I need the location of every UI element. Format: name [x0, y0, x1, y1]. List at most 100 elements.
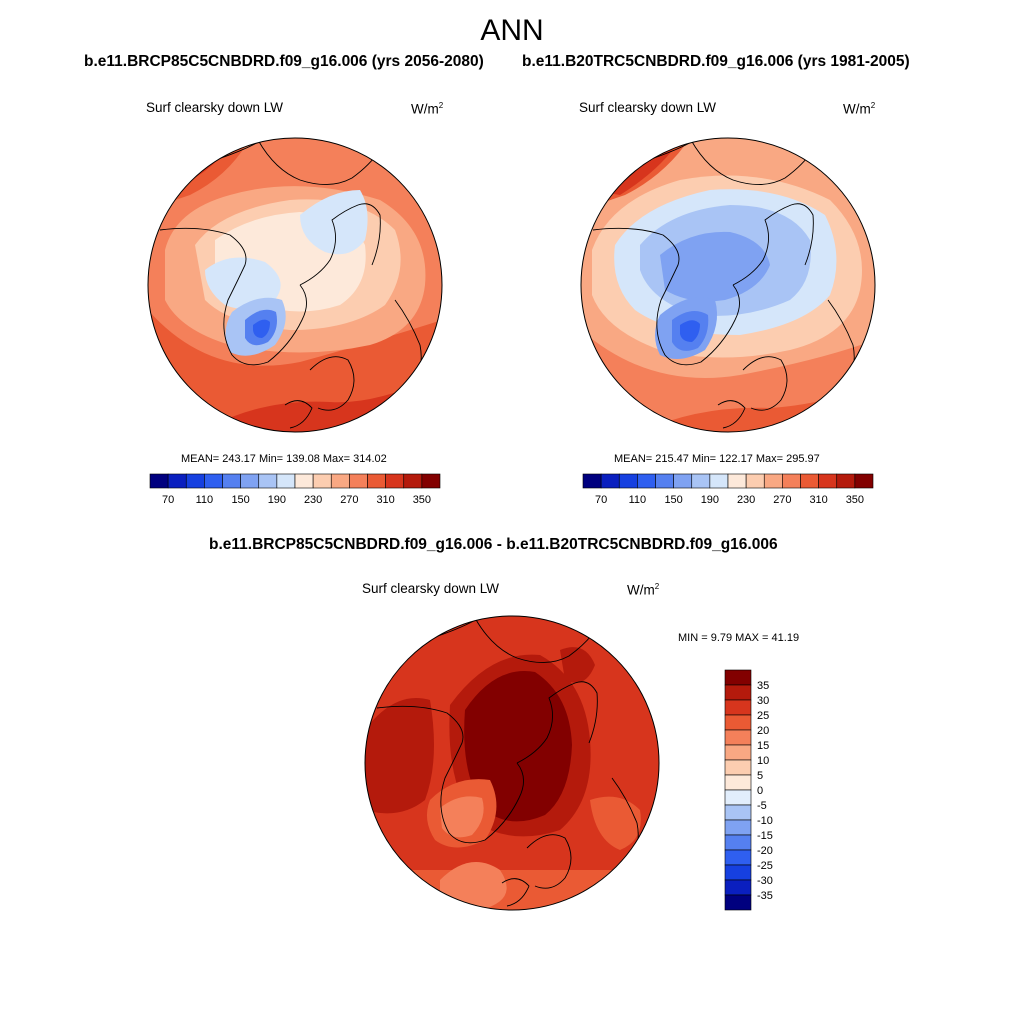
panel3-colorbar-swatch: [724, 789, 752, 806]
panel2-colorbar-swatch: [637, 473, 656, 489]
panel3-colorbar-swatch: [724, 804, 752, 821]
panel2-colorbar-swatch: [727, 473, 747, 489]
panel1-map-border: [147, 137, 443, 433]
panel1-colorbar-tick-label: 150: [231, 494, 249, 506]
panel2-colorbar-swatch: [818, 473, 838, 489]
panel3-colorbar-tick-label: 15: [757, 740, 769, 752]
panel2-colorbar-swatch: [709, 473, 729, 489]
panel3-colorbar-tick-label: 30: [757, 695, 769, 707]
panel3-field-south-20-25: [365, 870, 659, 910]
panel1-colorbar-swatch: [294, 473, 314, 489]
panel2-field-greenland-110-130: [680, 320, 700, 342]
panel1-colorbar-swatch: [167, 473, 187, 489]
panel3-variable-title: Surf clearsky down LW: [362, 581, 500, 596]
panel3-field-atlantic-15-20: [440, 862, 507, 910]
panel1-units-exponent: 2: [438, 101, 444, 110]
panel3-colorbar-tick-label: -5: [757, 800, 767, 812]
panel3-colorbar-tick-label: -20: [757, 845, 773, 857]
panel2-colorbar-swatch: [582, 473, 602, 489]
panel1-colorbar-swatch: [421, 473, 441, 489]
panel1-units-base: W/m: [411, 101, 439, 117]
panel3-colorbar-tick-label: -35: [757, 890, 773, 902]
panel2-colorbar-swatch: [763, 473, 783, 489]
panel3-map-border: [364, 615, 660, 911]
panel3-units-exponent: 2: [654, 582, 660, 591]
panel1-units: W/m2: [411, 101, 443, 117]
panel2-case-title: b.e11.B20TRC5CNBDRD.f09_g16.006 (yrs 198…: [522, 53, 910, 70]
panel2-colorbar-swatch: [745, 473, 765, 489]
panel3-colorbar-swatch: [724, 879, 752, 896]
panel3-units-base: W/m: [627, 582, 655, 598]
panel3-colorbar-tick-label: 25: [757, 710, 769, 722]
panel3-colorbar-swatch: [724, 669, 752, 686]
panel1-variable-title: Surf clearsky down LW: [146, 100, 284, 115]
panel3-colorbar: 35 30 25 20 15 10 5 0 -5 -10 -15 -20 -25 -30 -35: [724, 669, 773, 911]
panel3-colorbar-tick-label: -25: [757, 860, 773, 872]
panel2-colorbar-tick-label: 110: [629, 494, 647, 506]
panel1-colorbar-tick-label: 110: [196, 494, 214, 506]
panel3-colorbar-swatch: [724, 684, 752, 701]
panel2-colorbar-swatch: [854, 473, 874, 489]
panel3-field-siberia-30-35: [365, 698, 434, 814]
panel1-colorbar-swatch: [149, 473, 169, 489]
panel1-colorbar: 70 110 150 190 230 270 310 350: [149, 473, 441, 506]
panel2-colorbar-tick-label: 150: [664, 494, 682, 506]
panel3-colorbar-tick-label: 35: [757, 680, 769, 692]
panel1-colorbar-tick-label: 190: [268, 494, 286, 506]
panel1-colorbar-swatch: [349, 473, 368, 489]
panel3-colorbar-swatch: [724, 759, 752, 776]
panel1-colorbar-swatch: [240, 473, 260, 489]
panel1-stats: MEAN= 243.17 Min= 139.08 Max= 314.02: [181, 453, 387, 465]
panel2-colorbar: 70 110 150 190 230 270 310 350: [582, 473, 874, 506]
panel2-colorbar-tick-label: 190: [701, 494, 719, 506]
panel3-field-europe-20-25: [590, 796, 641, 850]
panel2-colorbar-tick-label: 70: [595, 494, 607, 506]
panel2-units: W/m2: [843, 101, 875, 117]
panel1-polar-map: [147, 137, 443, 433]
panel3-colorbar-swatch: [724, 819, 752, 836]
panel1-colorbar-tick-label: 230: [304, 494, 322, 506]
main-title: ANN: [480, 14, 544, 47]
panel2-map-border: [580, 137, 876, 433]
panel3-colorbar-swatch: [724, 744, 752, 761]
panel2-units-base: W/m: [843, 101, 871, 117]
panel2-colorbar-swatch: [673, 473, 693, 489]
panel3-colorbar-swatch: [724, 864, 752, 881]
panel3-colorbar-tick-label: 5: [757, 770, 763, 782]
panel1-colorbar-swatch: [222, 473, 241, 489]
panel1-colorbar-tick-label: 350: [413, 494, 431, 506]
panel3-colorbar-tick-label: 0: [757, 785, 763, 797]
panel1-case-title: b.e11.BRCP85C5CNBDRD.f09_g16.006 (yrs 20…: [84, 53, 484, 70]
panel3-colorbar-tick-label: 10: [757, 755, 769, 767]
panel2-colorbar-swatch: [655, 473, 674, 489]
panel2-colorbar-tick-label: 270: [773, 494, 791, 506]
panel1-colorbar-tick-label: 70: [162, 494, 174, 506]
panel3-colorbar-tick-label: -10: [757, 815, 773, 827]
panel2-colorbar-swatch: [800, 473, 819, 489]
panel2-units-exponent: 2: [870, 101, 876, 110]
panel1-colorbar-swatch: [312, 473, 332, 489]
panel1-colorbar-swatch: [258, 473, 278, 489]
panel1-colorbar-tick-label: 310: [376, 494, 394, 506]
panel1-field-canada-190-210: [300, 190, 368, 255]
panel1-colorbar-swatch: [403, 473, 423, 489]
panel3-colorbar-tick-label: -15: [757, 830, 773, 842]
panel3-colorbar-tick-label: -30: [757, 875, 773, 887]
panel2-colorbar-tick-label: 350: [846, 494, 864, 506]
panel2-colorbar-swatch: [836, 473, 856, 489]
panel3-units: W/m2: [627, 582, 659, 598]
panel1-colorbar-tick-label: 270: [340, 494, 358, 506]
panel1-field-greenland-130-150: [253, 319, 270, 338]
panel3-field-greenland-15-20: [440, 796, 484, 838]
panel1-colorbar-swatch: [330, 473, 350, 489]
panel1-colorbar-swatch: [385, 473, 405, 489]
panel3-case-title: b.e11.BRCP85C5CNBDRD.f09_g16.006 - b.e11…: [209, 536, 778, 553]
panel2-colorbar-tick-label: 230: [737, 494, 755, 506]
panel2-colorbar-swatch: [618, 473, 638, 489]
panel3-colorbar-swatch: [724, 774, 752, 791]
panel1-field-siberia-190-210: [205, 257, 281, 309]
panel3-colorbar-swatch: [724, 714, 752, 731]
panel1-colorbar-swatch: [276, 473, 296, 489]
panel3-colorbar-swatch: [724, 894, 752, 911]
